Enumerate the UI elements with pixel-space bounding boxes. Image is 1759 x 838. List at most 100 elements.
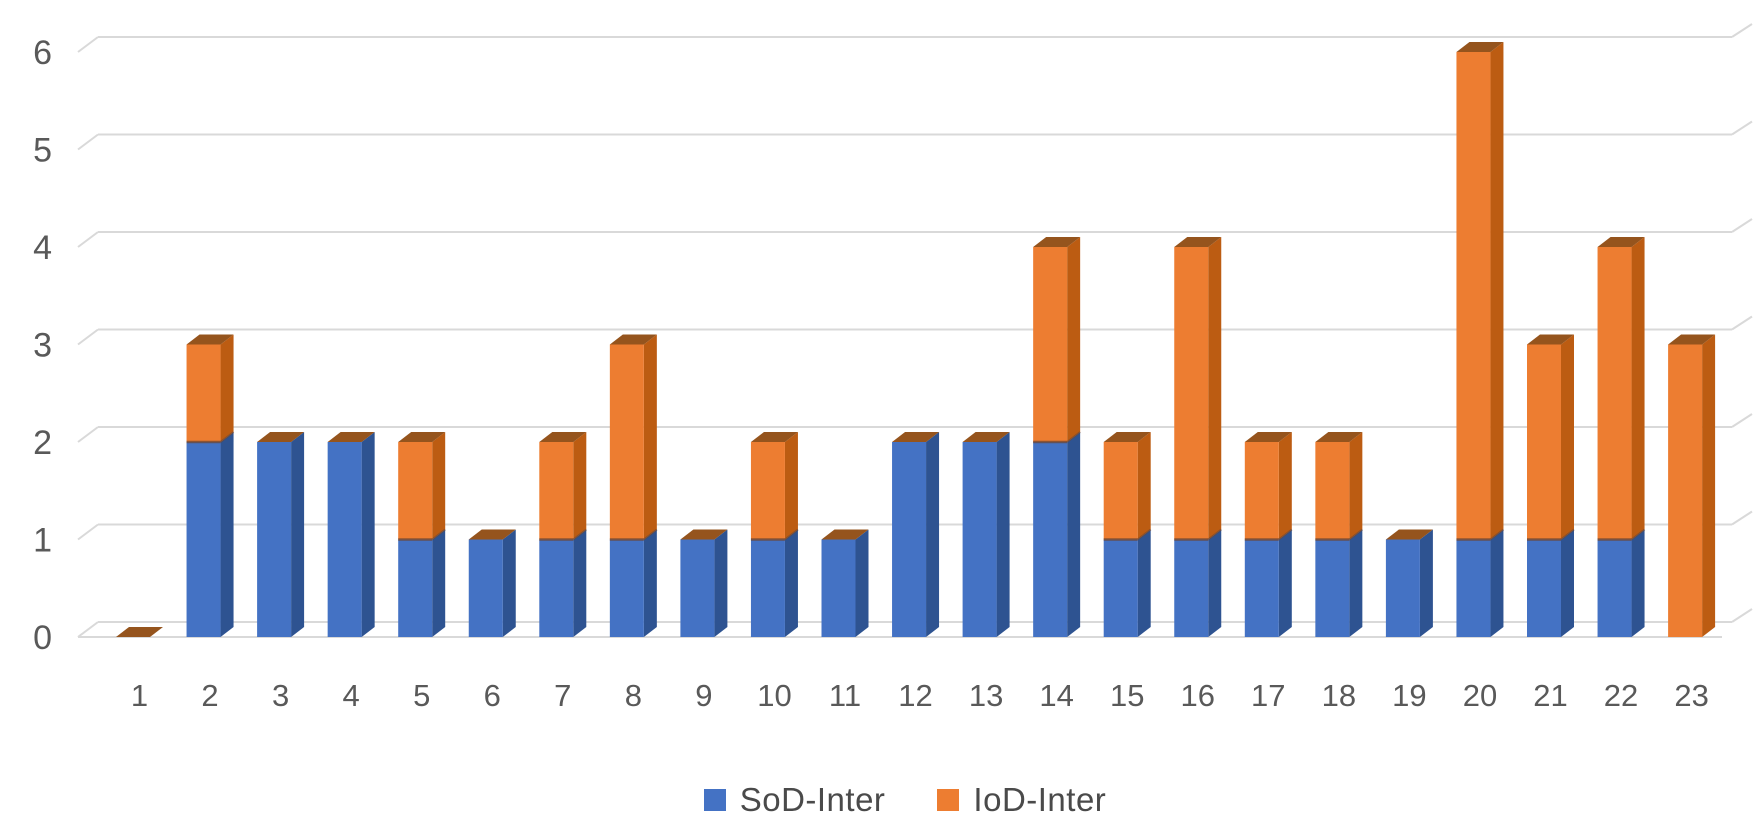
bar-top-cap <box>327 432 375 442</box>
bar-iod-segment <box>186 344 221 442</box>
gridline-right-edge <box>1731 120 1753 136</box>
bar-top-cap <box>1033 237 1081 247</box>
bar-iod-side <box>1561 334 1574 540</box>
gridline-right-edge <box>1731 608 1753 623</box>
x-axis-category-label: 12 <box>898 678 932 713</box>
bar-sod-side <box>361 432 375 637</box>
bar-top-cap <box>116 627 163 637</box>
segment-boundary-side <box>784 528 799 541</box>
segment-boundary-side <box>1278 528 1293 541</box>
bar-iod-side <box>643 334 657 540</box>
x-axis-category-label: 5 <box>413 678 430 713</box>
bar-sod-segment <box>398 539 433 637</box>
bar-iod-segment <box>1456 52 1491 540</box>
segment-boundary-side <box>1560 528 1575 541</box>
y-axis-tick-label: 5 <box>33 132 52 170</box>
gridline-tick <box>77 621 99 638</box>
x-axis-category-label: 13 <box>969 678 1003 713</box>
bar-sod-segment <box>539 539 574 637</box>
bar-top-cap <box>962 432 1010 442</box>
segment-boundary-side <box>1066 431 1081 443</box>
bar-top-cap <box>892 432 940 442</box>
bar-sod-segment <box>186 442 221 637</box>
bar-sod-side <box>291 432 305 637</box>
segment-boundary-side <box>1630 528 1646 541</box>
bar-sod-segment <box>1103 539 1138 637</box>
bar-top-cap <box>1527 334 1574 345</box>
bar-top-cap <box>468 529 516 540</box>
bar-iod-segment <box>1315 442 1350 540</box>
bar-sod-segment <box>750 539 785 637</box>
x-axis-category-label: 2 <box>201 678 218 713</box>
bar-iod-side <box>1067 237 1081 442</box>
bar-sod-segment <box>1315 539 1350 637</box>
bar-sod-segment <box>1597 539 1632 637</box>
bar-sod-side <box>1208 529 1222 637</box>
legend-swatch-orange-icon <box>937 789 960 811</box>
x-axis-category-label: 19 <box>1392 678 1426 713</box>
bar-sod-side <box>643 529 657 637</box>
bar-sod-side <box>1561 529 1574 637</box>
segment-boundary-side <box>643 528 658 541</box>
gridline-right-edge <box>1731 315 1753 331</box>
bar-sod-segment <box>257 442 292 637</box>
segment-boundary-side <box>1207 528 1222 541</box>
gridline-right-edge <box>1731 218 1753 233</box>
bar-iod-segment <box>609 344 644 540</box>
bar-top-cap <box>1103 432 1151 442</box>
bar-top-cap <box>1456 42 1504 52</box>
bar-sod-segment <box>1244 539 1279 637</box>
bar-top-cap <box>1174 237 1222 247</box>
x-axis-category-label: 9 <box>695 678 712 713</box>
x-axis-category-label: 17 <box>1251 678 1285 713</box>
bar-sod-segment <box>962 442 997 637</box>
x-axis-category-label: 18 <box>1322 678 1356 713</box>
gridline-right-edge <box>1731 413 1753 428</box>
y-axis-tick-label: 6 <box>33 34 52 72</box>
segment-boundary-side <box>572 528 587 541</box>
bar-iod-side <box>1349 432 1363 540</box>
bar-sod-side <box>1419 529 1433 637</box>
bar-sod-side <box>1067 432 1081 637</box>
gridline-right-edge <box>1731 510 1753 526</box>
y-axis-tick-label: 4 <box>33 229 52 267</box>
bar-sod-segment <box>468 539 503 637</box>
x-axis-category-label: 10 <box>757 678 791 713</box>
legend-label-iod-inter: IoD-Inter <box>973 781 1107 818</box>
bar-top-cap <box>680 529 728 540</box>
bar-sod-side <box>996 432 1010 637</box>
bar-iod-side <box>1278 432 1292 540</box>
x-axis-category-label: 11 <box>829 678 861 713</box>
bar-iod-segment <box>750 442 785 540</box>
x-axis-category-label: 14 <box>1039 678 1073 713</box>
x-axis-category-label: 21 <box>1533 678 1567 713</box>
bar-iod-segment <box>1527 344 1561 540</box>
bar-iod-side <box>1208 237 1222 540</box>
bar-iod-side <box>1631 237 1645 540</box>
x-axis-category-label: 20 <box>1463 678 1497 713</box>
bar-iod-segment <box>1174 247 1209 540</box>
y-axis-tick-label: 2 <box>33 424 52 462</box>
bar-sod-side <box>926 432 940 637</box>
bar-sod-segment <box>609 539 644 637</box>
bar-sod-segment <box>1385 539 1420 637</box>
bar-iod-segment <box>1668 344 1703 637</box>
bar-top-cap <box>1668 334 1716 345</box>
bar-sod-side <box>1349 529 1363 637</box>
legend-item-iod-inter: IoD-Inter <box>937 781 1106 819</box>
bar-sod-side <box>220 432 234 637</box>
bar-sod-segment <box>821 539 856 637</box>
x-axis-category-label: 4 <box>343 678 360 713</box>
bar-top-cap <box>257 432 305 442</box>
bar-top-cap <box>750 432 798 442</box>
segment-boundary-side <box>1137 528 1152 541</box>
bar-sod-side <box>855 529 869 637</box>
x-axis-category-label: 23 <box>1674 678 1708 713</box>
bar-iod-segment <box>398 442 433 540</box>
x-axis-category-label: 16 <box>1181 678 1215 713</box>
gridline-tick <box>77 426 99 443</box>
bar-top-cap <box>186 334 234 345</box>
bar-sod-segment <box>1527 539 1561 637</box>
bar-sod-segment <box>1033 442 1068 637</box>
bar-sod-side <box>432 529 446 637</box>
